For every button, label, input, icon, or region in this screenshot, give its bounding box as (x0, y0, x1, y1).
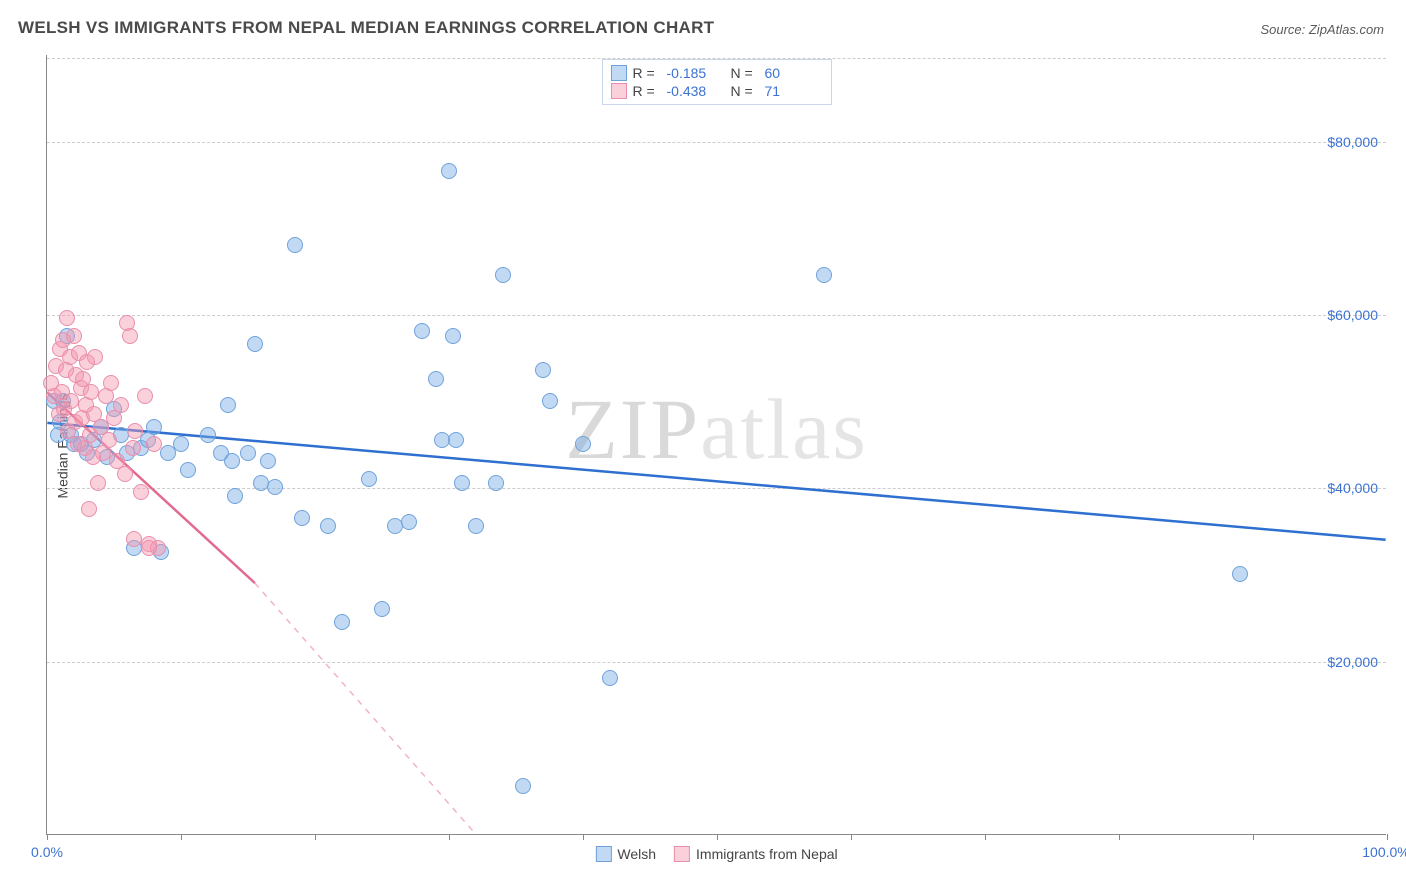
data-point (122, 328, 138, 344)
data-point (816, 267, 832, 283)
data-point (260, 453, 276, 469)
data-point (103, 375, 119, 391)
data-point (224, 453, 240, 469)
legend-swatch-nepal (611, 83, 627, 99)
data-point (247, 336, 263, 352)
x-tick-first: 0.0% (31, 844, 63, 860)
data-point (126, 531, 142, 547)
data-point (445, 328, 461, 344)
y-tick-label: $80,000 (1327, 134, 1378, 150)
data-point (294, 510, 310, 526)
data-point (180, 462, 196, 478)
legend-r-value: -0.185 (667, 65, 725, 81)
legend-item-welsh: Welsh (595, 846, 656, 862)
data-point (468, 518, 484, 534)
correlation-legend: R = -0.185 N = 60 R = -0.438 N = 71 (602, 59, 832, 105)
legend-swatch-icon (674, 846, 690, 862)
data-point (141, 540, 157, 556)
y-tick-label: $20,000 (1327, 654, 1378, 670)
data-point (133, 484, 149, 500)
x-tick (47, 834, 48, 840)
data-point (515, 778, 531, 794)
data-point (125, 440, 141, 456)
legend-row-nepal: R = -0.438 N = 71 (611, 82, 823, 100)
legend-row-welsh: R = -0.185 N = 60 (611, 64, 823, 82)
data-point (542, 393, 558, 409)
data-point (454, 475, 470, 491)
watermark: ZIPatlas (565, 379, 868, 479)
y-tick-label: $60,000 (1327, 307, 1378, 323)
data-point (227, 488, 243, 504)
data-point (173, 436, 189, 452)
legend-series-name: Immigrants from Nepal (696, 846, 838, 862)
data-point (146, 419, 162, 435)
data-point (81, 501, 97, 517)
data-point (495, 267, 511, 283)
data-point (83, 384, 99, 400)
data-point (414, 323, 430, 339)
legend-r-value: -0.438 (667, 83, 725, 99)
data-point (220, 397, 236, 413)
x-tick (1119, 834, 1120, 840)
data-point (287, 237, 303, 253)
data-point (90, 475, 106, 491)
x-tick (1387, 834, 1388, 840)
data-point (200, 427, 216, 443)
data-point (127, 423, 143, 439)
gridline (47, 315, 1386, 316)
data-point (66, 328, 82, 344)
x-tick (985, 834, 986, 840)
data-point (240, 445, 256, 461)
legend-n-value: 71 (765, 83, 823, 99)
data-point (334, 614, 350, 630)
y-tick-label: $40,000 (1327, 480, 1378, 496)
gridline (47, 142, 1386, 143)
x-tick-last: 100.0% (1362, 844, 1406, 860)
data-point (113, 397, 129, 413)
data-point (1232, 566, 1248, 582)
data-point (448, 432, 464, 448)
data-point (267, 479, 283, 495)
data-point (146, 436, 162, 452)
data-point (535, 362, 551, 378)
data-point (101, 432, 117, 448)
data-point (488, 475, 504, 491)
x-tick (181, 834, 182, 840)
gridline (47, 662, 1386, 663)
chart-title: WELSH VS IMMIGRANTS FROM NEPAL MEDIAN EA… (18, 18, 714, 38)
data-point (401, 514, 417, 530)
legend-series-name: Welsh (617, 846, 656, 862)
source-label: Source: ZipAtlas.com (1260, 22, 1384, 37)
legend-swatch-icon (595, 846, 611, 862)
data-point (320, 518, 336, 534)
data-point (117, 466, 133, 482)
legend-n-value: 60 (765, 65, 823, 81)
x-tick (717, 834, 718, 840)
x-tick (449, 834, 450, 840)
x-tick (315, 834, 316, 840)
legend-n-label: N = (731, 83, 759, 99)
legend-n-label: N = (731, 65, 759, 81)
series-legend: Welsh Immigrants from Nepal (595, 846, 837, 862)
legend-r-label: R = (633, 83, 661, 99)
data-point (441, 163, 457, 179)
x-tick (583, 834, 584, 840)
data-point (361, 471, 377, 487)
data-point (602, 670, 618, 686)
data-point (137, 388, 153, 404)
gridline (47, 488, 1386, 489)
x-tick (851, 834, 852, 840)
legend-r-label: R = (633, 65, 661, 81)
plot-area: ZIPatlas $20,000$40,000$60,000$80,000 0.… (46, 55, 1386, 835)
data-point (575, 436, 591, 452)
data-point (59, 310, 75, 326)
x-tick (1253, 834, 1254, 840)
legend-item-nepal: Immigrants from Nepal (674, 846, 838, 862)
data-point (87, 349, 103, 365)
data-point (428, 371, 444, 387)
legend-swatch-welsh (611, 65, 627, 81)
data-point (374, 601, 390, 617)
